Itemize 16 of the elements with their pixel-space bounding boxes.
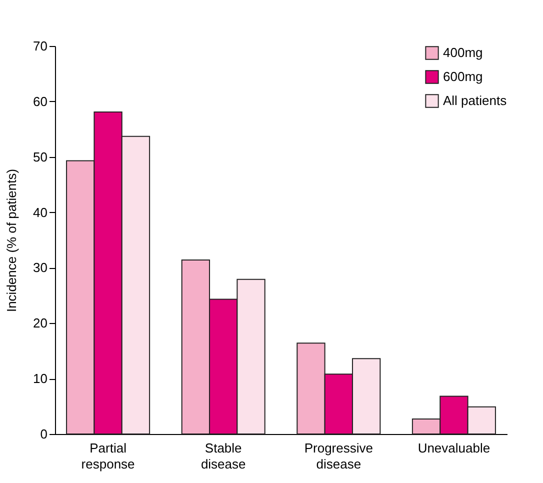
x-tick-label: Partial response xyxy=(81,440,135,472)
y-tick-label: 40 xyxy=(33,204,48,220)
y-axis-title: Incidence (% of patients) xyxy=(4,168,20,312)
legend-label: All patients xyxy=(443,93,508,108)
y-tick-label: 70 xyxy=(33,38,48,54)
y-tick-label: 0 xyxy=(40,426,48,442)
y-tick-label: 50 xyxy=(33,149,48,164)
x-tick-label: Stable disease xyxy=(200,440,246,472)
y-tick-label: 60 xyxy=(33,94,48,109)
legend-label: 400mg xyxy=(443,45,483,60)
x-tick-label: Progressive disease xyxy=(304,440,373,472)
x-tick-label: Unevaluable xyxy=(418,440,490,456)
y-tick-label: 10 xyxy=(33,371,48,386)
y-tick-label: 30 xyxy=(33,260,48,276)
legend-label: 600mg xyxy=(443,69,483,84)
y-tick-label: 20 xyxy=(33,316,48,331)
